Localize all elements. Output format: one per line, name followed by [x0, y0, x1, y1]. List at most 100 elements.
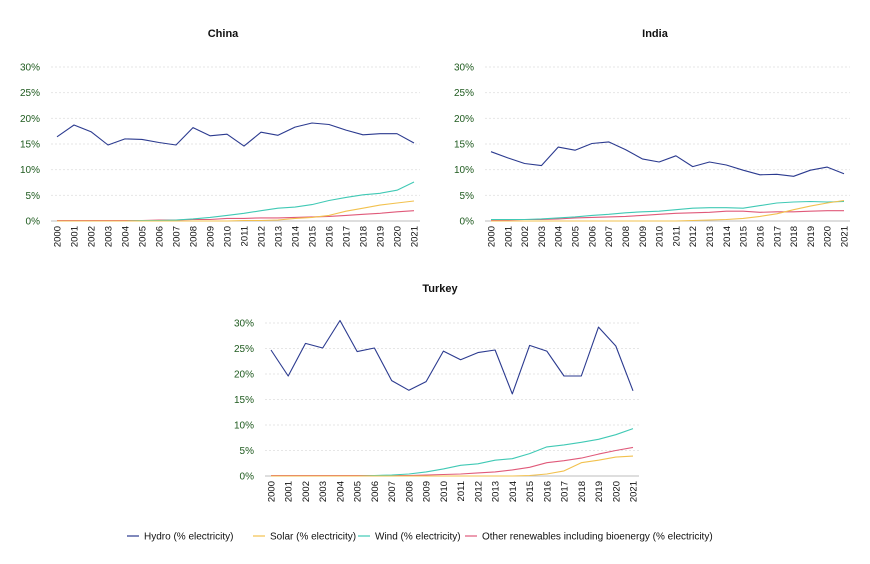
- x-tick-label: 2008: [189, 226, 200, 247]
- x-tick-label: 2015: [739, 226, 750, 247]
- x-tick-label: 2017: [772, 226, 783, 247]
- x-tick-label: 2020: [611, 481, 622, 502]
- x-tick-label: 2020: [393, 226, 404, 247]
- x-tick-label: 2011: [671, 226, 682, 246]
- series-line-wind: [271, 428, 634, 477]
- y-tick-label: 30%: [454, 63, 474, 74]
- x-tick-label: 2010: [439, 481, 450, 502]
- x-tick-label: 2009: [422, 481, 433, 502]
- chart-title: China: [208, 28, 239, 40]
- x-tick-label: 2012: [688, 226, 699, 247]
- x-tick-label: 2012: [473, 481, 484, 502]
- x-tick-label: 2021: [410, 226, 421, 247]
- legend-label-solar: Solar (% electricity): [270, 532, 356, 543]
- x-tick-label: 2002: [87, 226, 98, 247]
- x-tick-label: 2008: [404, 481, 415, 502]
- y-tick-label: 10%: [454, 165, 474, 176]
- x-tick-label: 2018: [789, 226, 800, 247]
- series-line-solar: [57, 200, 415, 222]
- x-tick-label: 2018: [577, 481, 588, 502]
- x-tick-label: 2007: [387, 481, 398, 502]
- legend-label-hydro: Hydro (% electricity): [144, 532, 233, 543]
- x-tick-label: 2006: [155, 226, 166, 247]
- y-tick-label: 25%: [234, 344, 254, 355]
- x-tick-label: 2005: [571, 226, 582, 247]
- x-tick-label: 2016: [755, 226, 766, 247]
- x-tick-label: 2009: [638, 226, 649, 247]
- x-tick-label: 2004: [335, 481, 346, 502]
- y-tick-label: 15%: [454, 140, 474, 151]
- x-tick-label: 2019: [376, 226, 387, 247]
- x-tick-label: 2012: [257, 226, 268, 247]
- y-tick-label: 25%: [20, 88, 40, 99]
- x-tick-label: 2019: [594, 481, 605, 502]
- series-line-hydro: [56, 122, 415, 147]
- chart-title: Turkey: [422, 283, 458, 295]
- x-tick-label: 2002: [301, 481, 312, 502]
- x-tick-label: 2021: [629, 481, 640, 502]
- x-tick-label: 2013: [491, 481, 502, 502]
- chart-title: India: [642, 28, 669, 40]
- x-tick-label: 2008: [621, 226, 632, 247]
- x-tick-label: 2018: [359, 226, 370, 247]
- x-tick-label: 2021: [840, 226, 851, 247]
- y-tick-label: 15%: [20, 140, 40, 151]
- x-tick-label: 2004: [121, 226, 132, 247]
- x-tick-label: 2000: [267, 481, 278, 502]
- x-tick-label: 2003: [537, 226, 548, 247]
- x-tick-label: 2011: [456, 481, 467, 501]
- y-tick-label: 0%: [26, 217, 41, 228]
- y-tick-label: 0%: [240, 472, 255, 483]
- x-tick-label: 2003: [318, 481, 329, 502]
- series-line-solar: [491, 199, 845, 222]
- x-tick-label: 2014: [508, 481, 519, 502]
- x-tick-label: 2006: [587, 226, 598, 247]
- x-tick-label: 2015: [525, 481, 536, 502]
- x-tick-label: 2016: [325, 226, 336, 247]
- y-tick-label: 5%: [26, 191, 41, 202]
- chart-china: China 0% 5% 10% 15% 20% 25% 30% 2000 2001 2002 2003…: [20, 28, 421, 247]
- y-tick-label: 30%: [20, 63, 40, 74]
- chart-india: India 0% 5% 10% 15% 20% 25% 30% 2000 2001 2002 2003…: [454, 28, 851, 247]
- x-tick-label: 2003: [104, 226, 115, 247]
- series-line-other: [57, 210, 415, 222]
- x-tick-label: 2013: [705, 226, 716, 247]
- x-tick-label: 2013: [274, 226, 285, 247]
- legend: Hydro (% electricity) Solar (% electricit…: [127, 532, 713, 543]
- y-tick-label: 5%: [240, 446, 255, 457]
- x-tick-label: 2006: [370, 481, 381, 502]
- x-tick-label: 2019: [806, 226, 817, 247]
- x-tick-label: 2005: [353, 481, 364, 502]
- x-tick-label: 2001: [503, 226, 514, 247]
- x-tick-label: 2010: [223, 226, 234, 247]
- y-tick-label: 10%: [234, 421, 254, 432]
- x-tick-label: 2017: [560, 481, 571, 502]
- x-tick-label: 2014: [291, 226, 302, 247]
- x-tick-label: 2015: [308, 226, 319, 247]
- legend-label-wind: Wind (% electricity): [375, 532, 461, 543]
- y-tick-label: 25%: [454, 88, 474, 99]
- y-tick-label: 20%: [20, 114, 40, 125]
- x-tick-label: 2005: [138, 226, 149, 247]
- series-line-wind: [57, 181, 415, 222]
- x-tick-label: 2010: [655, 226, 666, 247]
- y-tick-label: 15%: [234, 395, 254, 406]
- x-tick-label: 2002: [520, 226, 531, 247]
- y-tick-label: 0%: [460, 217, 475, 228]
- series-line-hydro: [270, 319, 634, 395]
- y-tick-label: 10%: [20, 165, 40, 176]
- series-line-wind: [491, 200, 845, 221]
- series-line-hydro: [490, 141, 845, 177]
- y-tick-label: 5%: [460, 191, 475, 202]
- series-line-solar: [271, 455, 634, 477]
- chart-turkey: Turkey 0% 5% 10% 15% 20% 25% 30% 2000 2001 2002 200…: [234, 283, 640, 502]
- y-tick-label: 30%: [234, 319, 254, 330]
- x-tick-label: 2001: [70, 226, 81, 247]
- x-tick-label: 2016: [542, 481, 553, 502]
- x-tick-label: 2001: [284, 481, 295, 502]
- x-tick-label: 2007: [604, 226, 615, 247]
- x-tick-label: 2000: [487, 226, 498, 247]
- x-tick-label: 2007: [172, 226, 183, 247]
- x-tick-label: 2004: [554, 226, 565, 247]
